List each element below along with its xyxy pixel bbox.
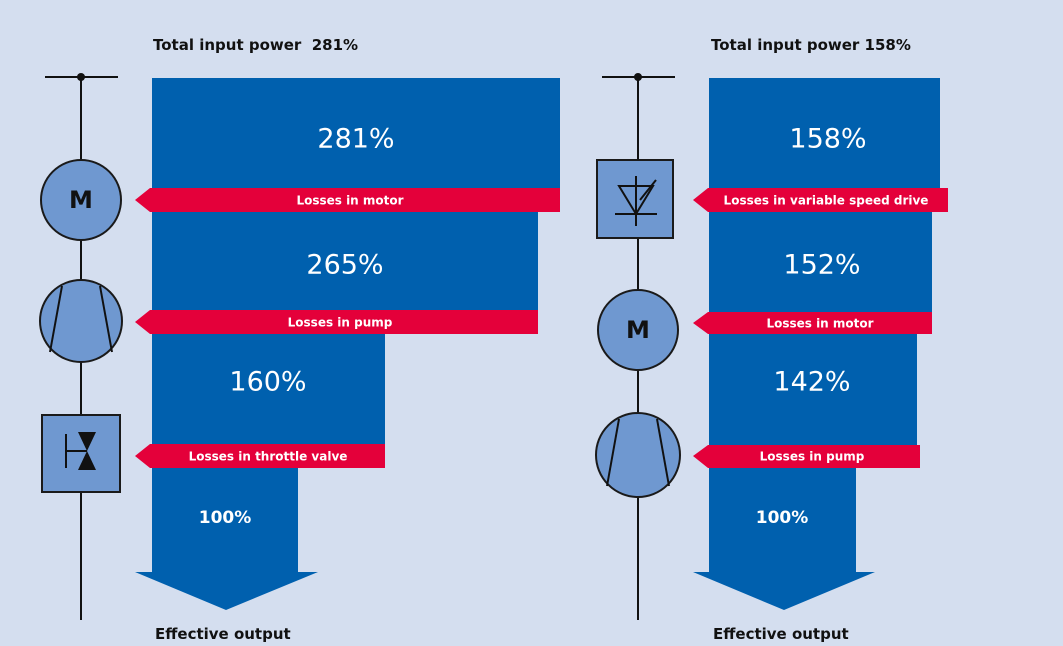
valve-icon xyxy=(41,414,121,493)
panel-right: Total input power 158% 158% 152% 142% 10… xyxy=(595,36,948,643)
pump-line xyxy=(656,418,670,487)
motor-letter: M xyxy=(69,186,93,214)
loss-arrow xyxy=(135,310,538,334)
loss-label: Losses in motor xyxy=(766,317,873,331)
pump-line xyxy=(49,285,63,353)
output-arrow xyxy=(135,468,318,610)
loss-arrow xyxy=(693,312,932,334)
wire-node xyxy=(634,73,642,81)
pump-icon xyxy=(39,279,123,363)
panel-left: Total input power 281% 281% 265% 160% 10… xyxy=(39,36,560,643)
output-value: 100% xyxy=(199,508,252,528)
loss-arrow xyxy=(693,445,920,468)
footer: Effective output xyxy=(713,625,849,643)
output-arrow xyxy=(693,468,875,610)
stage-value: 281% xyxy=(317,124,394,155)
loss-label: Losses in throttle valve xyxy=(189,450,348,464)
stage-value: 142% xyxy=(773,367,850,398)
motor-icon xyxy=(40,159,122,241)
panel-title: Total input power 158% xyxy=(711,36,911,54)
output-value: 100% xyxy=(756,508,809,528)
pump-icon xyxy=(595,412,681,498)
loss-arrow xyxy=(693,188,948,212)
wire-node xyxy=(77,73,85,81)
loss-label: Losses in pump xyxy=(760,450,865,464)
loss-label: Losses in variable speed drive xyxy=(724,194,929,208)
stage-value: 158% xyxy=(789,124,866,155)
footer: Effective output xyxy=(155,625,291,643)
loss-arrow xyxy=(135,188,560,212)
panel-title: Total input power 281% xyxy=(153,36,358,54)
pump-line xyxy=(606,418,620,487)
loss-label: Losses in pump xyxy=(288,316,393,330)
motor-letter: M xyxy=(626,316,650,344)
loss-arrow xyxy=(135,444,385,468)
stage-value: 152% xyxy=(783,250,860,281)
stage-value: 160% xyxy=(229,367,306,398)
stage-value: 265% xyxy=(306,250,383,281)
loss-label: Losses in motor xyxy=(296,194,403,208)
diode-gate xyxy=(639,179,657,201)
pump-line xyxy=(99,285,113,353)
motor-icon xyxy=(597,289,679,371)
